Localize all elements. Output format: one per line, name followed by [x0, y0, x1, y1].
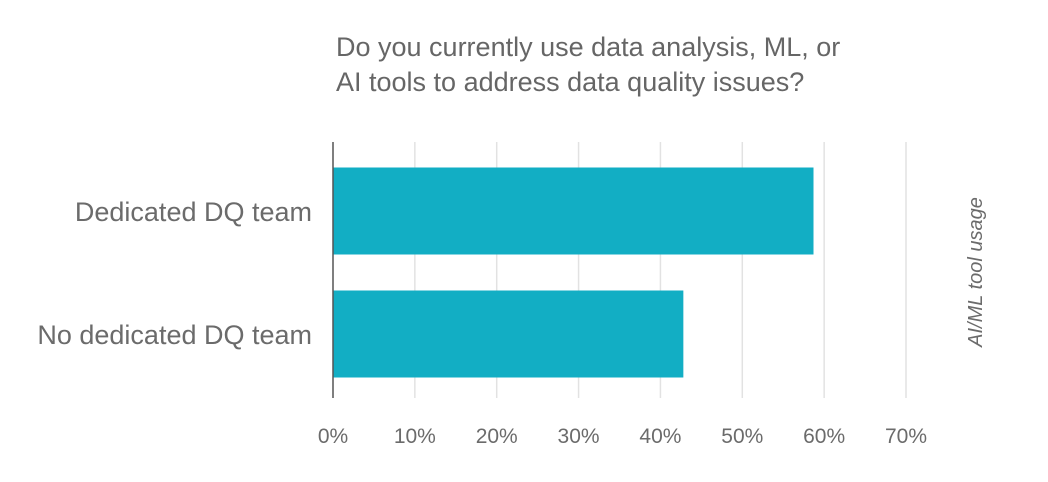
chart-title-line-2: AI tools to address data quality issues?	[336, 67, 804, 97]
x-tick-label-60: 60%	[803, 425, 845, 448]
category-labels: Dedicated DQ team No dedicated DQ team	[37, 197, 312, 350]
x-tick-label-10: 10%	[394, 425, 436, 448]
x-tick-label-50: 50%	[721, 425, 763, 448]
category-label-2: No dedicated DQ team	[37, 320, 312, 350]
x-tick-label-70: 70%	[885, 425, 927, 448]
x-tick-label-40: 40%	[639, 425, 681, 448]
x-tick-label-20: 20%	[476, 425, 518, 448]
bar-2	[333, 290, 684, 378]
chart-title: Do you currently use data analysis, ML, …	[336, 32, 840, 97]
category-label-1: Dedicated DQ team	[75, 197, 312, 227]
series-label: AI/ML tool usage	[965, 197, 987, 348]
chart-title-line-1: Do you currently use data analysis, ML, …	[336, 32, 840, 62]
x-tick-label-30: 30%	[558, 425, 600, 448]
bars	[333, 167, 814, 378]
x-tick-labels: 0% 10% 20% 30% 40% 50% 60% 70%	[318, 425, 927, 448]
bar-1	[333, 167, 814, 255]
x-tick-label-0: 0%	[318, 425, 348, 448]
